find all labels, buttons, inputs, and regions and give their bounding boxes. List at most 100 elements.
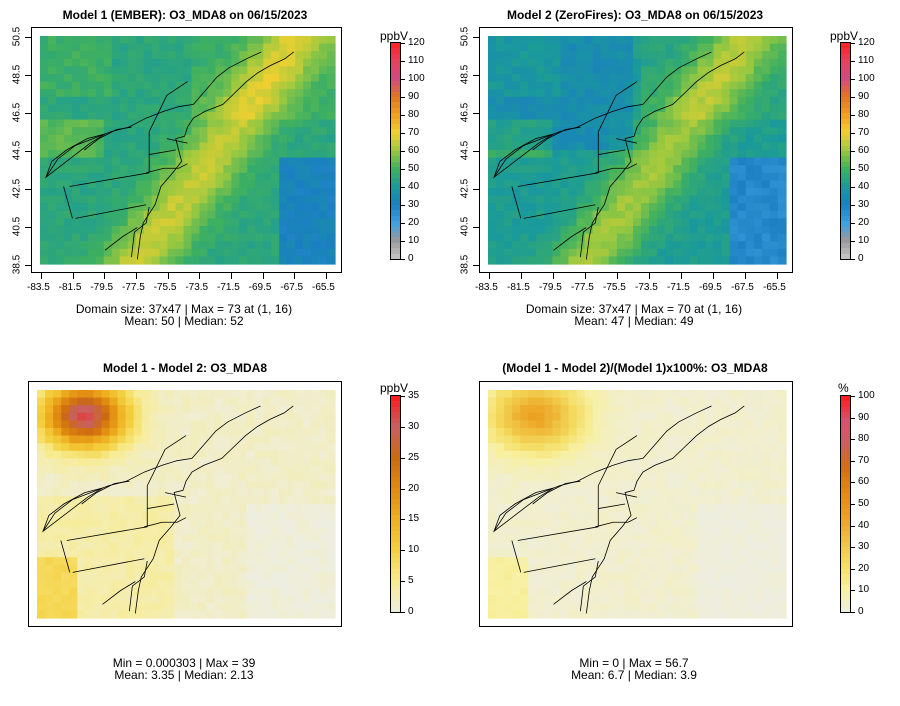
- grid-cell: [753, 58, 763, 67]
- grid-cell: [302, 450, 312, 459]
- grid-cell: [600, 150, 610, 159]
- grid-cell: [215, 51, 224, 60]
- grid-cell: [673, 104, 682, 113]
- grid-cell: [568, 104, 578, 113]
- colorbar-segment: [841, 221, 850, 228]
- grid-cell: [665, 89, 674, 98]
- grid-cell: [737, 390, 747, 399]
- grid-cell: [753, 504, 763, 513]
- grid-cell: [319, 256, 328, 265]
- grid-cell: [318, 610, 328, 619]
- grid-cell: [713, 602, 723, 611]
- grid-cell: [528, 488, 537, 497]
- grid-cell: [657, 43, 666, 52]
- grid-cell: [223, 96, 232, 105]
- x-tick: [104, 273, 106, 279]
- grid-cell: [705, 488, 715, 497]
- grid-cell: [222, 549, 231, 558]
- grid-cell: [536, 195, 545, 204]
- grid-cell: [632, 96, 642, 105]
- grid-cell: [745, 203, 755, 212]
- grid-cell: [47, 104, 57, 113]
- grid-cell: [544, 412, 554, 421]
- grid-cell: [117, 564, 127, 573]
- grid-cell: [544, 542, 554, 551]
- grid-cell: [199, 89, 209, 98]
- grid-cell: [641, 450, 650, 459]
- grid-cell: [287, 180, 296, 189]
- stats-line-1: Min = 0.000303 | Max = 39: [112, 656, 256, 670]
- grid-cell: [649, 165, 658, 174]
- grid-cell: [183, 195, 193, 204]
- grid-cell: [101, 587, 111, 596]
- grid-cell: [689, 405, 698, 414]
- grid-cell: [777, 511, 787, 520]
- grid-cell: [109, 564, 119, 573]
- grid-cell: [71, 51, 81, 60]
- grid-cell: [69, 450, 78, 459]
- grid-cell: [53, 572, 62, 581]
- grid-cell: [287, 226, 296, 235]
- colorbar-tick-label: 100: [858, 390, 875, 401]
- grid-cell: [745, 127, 755, 136]
- grid-cell: [512, 43, 521, 52]
- grid-cell: [488, 595, 497, 604]
- grid-cell: [488, 89, 497, 98]
- grid-cell: [238, 435, 247, 444]
- x-tick-label: -77.5: [122, 282, 145, 293]
- grid-cell: [246, 504, 256, 513]
- grid-cell: [689, 481, 698, 490]
- grid-cell: [496, 233, 505, 242]
- grid-cell: [37, 496, 46, 505]
- grid-cell: [247, 104, 256, 113]
- grid-cell: [600, 488, 610, 497]
- grid-cell: [528, 127, 537, 136]
- grid-cell: [745, 119, 755, 128]
- grid-cell: [135, 188, 145, 197]
- grid-cell: [37, 564, 46, 573]
- colorbar-segment: [841, 595, 850, 603]
- grid-cell: [230, 450, 239, 459]
- grid-cell: [705, 157, 715, 166]
- grid-cell: [111, 172, 121, 181]
- grid-cell: [93, 443, 103, 452]
- grid-cell: [311, 150, 320, 159]
- grid-cell: [222, 557, 231, 566]
- grid-cell: [729, 226, 739, 235]
- colorbar-tick: [401, 519, 405, 521]
- grid-cell: [222, 405, 231, 414]
- grid-cell: [649, 81, 658, 90]
- grid-cell: [592, 51, 602, 60]
- grid-cell: [705, 180, 715, 189]
- grid-cell: [310, 587, 320, 596]
- grid-cell: [641, 549, 650, 558]
- y-tick-label: 46.5: [459, 102, 471, 123]
- grid-cell: [673, 549, 682, 558]
- grid-cell: [632, 127, 642, 136]
- grid-cell: [753, 526, 763, 535]
- grid-cell: [528, 405, 537, 414]
- colorbar-tick-label: 90: [858, 411, 870, 423]
- grid-cell: [729, 405, 739, 414]
- grid-cell: [149, 488, 159, 497]
- grid-cell: [127, 96, 137, 105]
- grid-cell: [222, 397, 231, 406]
- grid-cell: [327, 210, 336, 219]
- colorbar-segment: [841, 396, 850, 403]
- grid-cell: [528, 542, 537, 551]
- grid-cell: [149, 602, 159, 611]
- grid-cell: [69, 473, 78, 482]
- grid-cell: [512, 210, 521, 219]
- grid-cell: [294, 481, 304, 490]
- grid-cell: [151, 226, 161, 235]
- grid-cell: [254, 534, 264, 543]
- grid-cell: [262, 488, 272, 497]
- grid-cell: [103, 218, 113, 227]
- grid-cell: [584, 549, 594, 558]
- grid-cell: [584, 420, 594, 429]
- grid-cell: [55, 36, 65, 45]
- grid-cell: [278, 557, 288, 566]
- grid-cell: [665, 81, 674, 90]
- colorbar-tick: [401, 169, 405, 170]
- grid-cell: [254, 443, 264, 452]
